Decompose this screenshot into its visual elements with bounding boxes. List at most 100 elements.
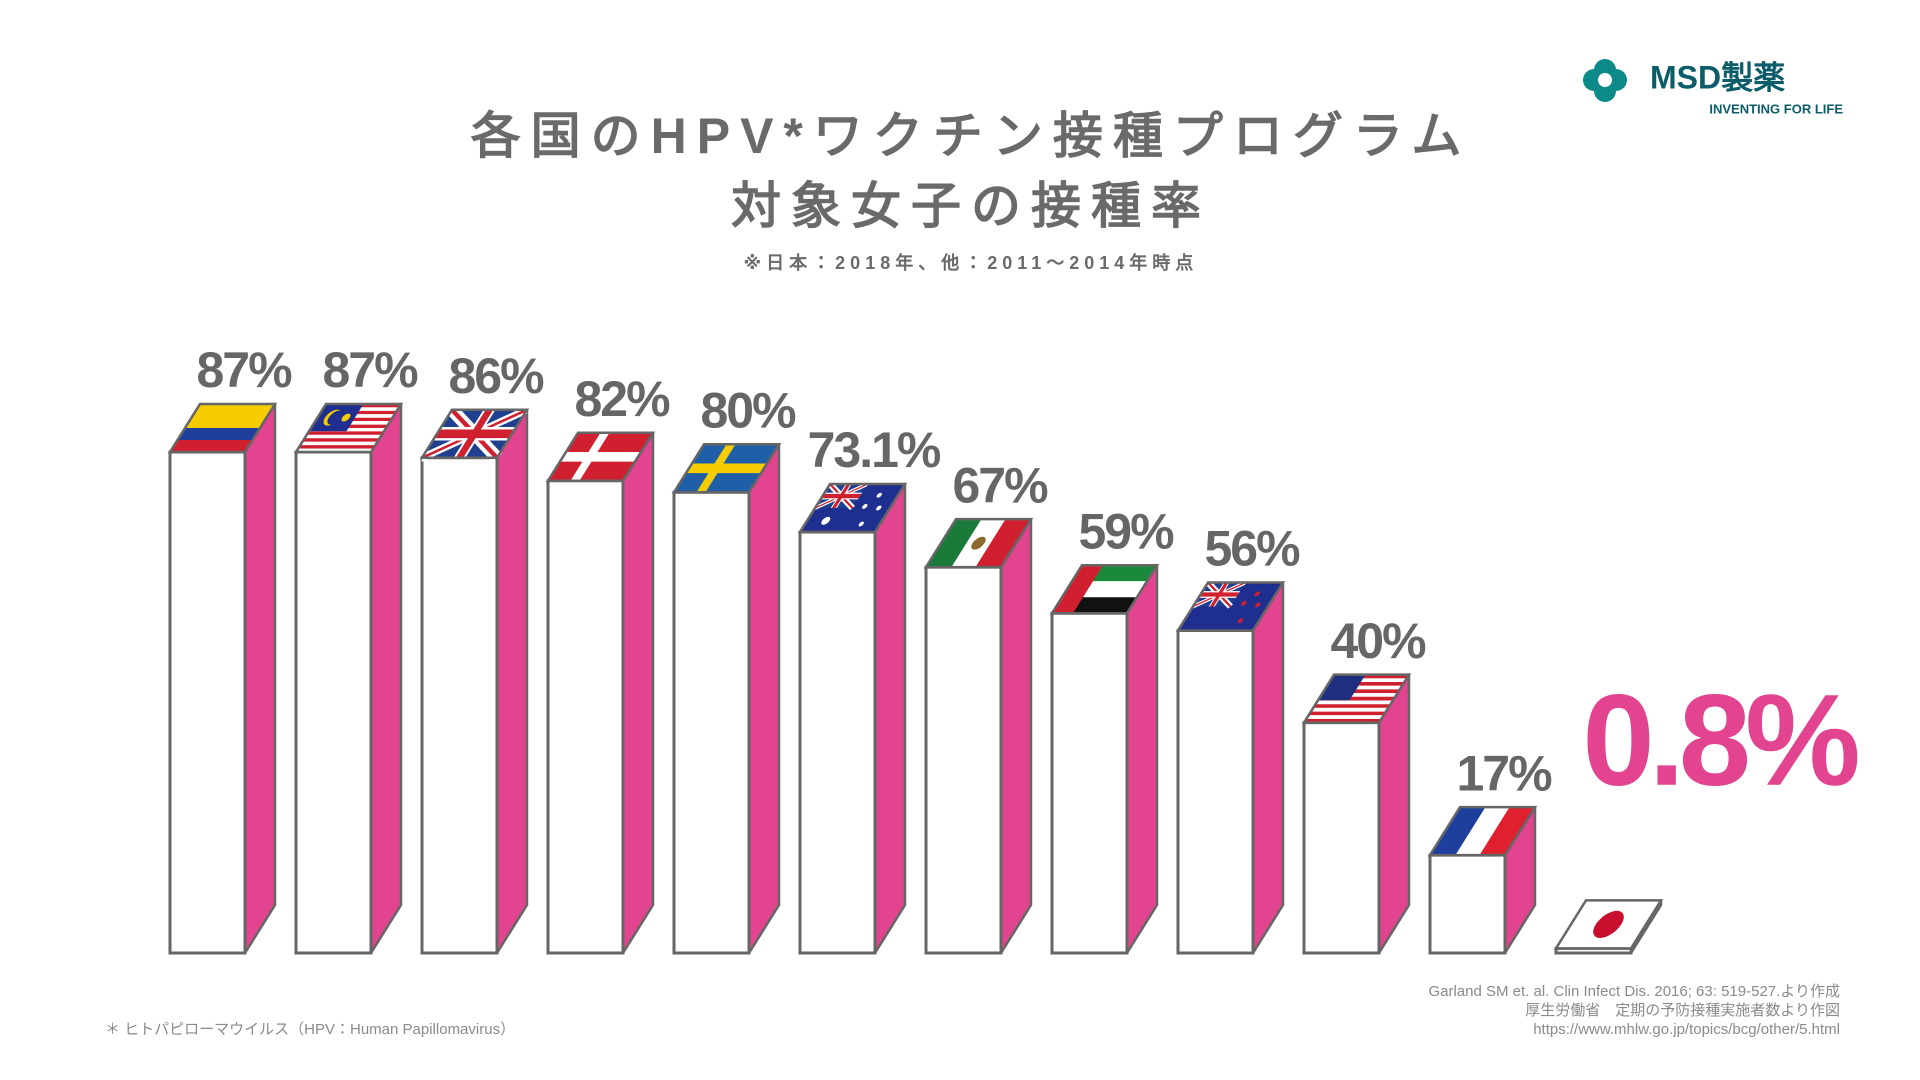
flag-outline xyxy=(296,404,401,452)
bar xyxy=(1050,611,1129,955)
bar-side xyxy=(495,408,529,955)
flag-part xyxy=(434,429,515,439)
value-label: 17% xyxy=(1456,745,1552,801)
flag-part xyxy=(1306,715,1384,719)
logo-icon xyxy=(1583,69,1605,91)
flag-part xyxy=(170,440,253,453)
bar-side xyxy=(873,482,907,955)
flag xyxy=(674,444,779,492)
logo-tagline: INVENTING FOR LIFE xyxy=(1709,101,1843,116)
flag-part xyxy=(876,492,882,498)
flag-outline xyxy=(674,444,779,492)
flag-part xyxy=(1593,910,1624,938)
flag-outline xyxy=(926,519,1031,567)
bar xyxy=(294,450,373,955)
plot-area: 87% 87% 86% 82% 80%73.1%67% 59% 56% 40% 17% 0.8% xyxy=(168,342,1864,955)
flag-part xyxy=(1237,618,1243,624)
value-label: 56% xyxy=(1204,521,1300,577)
flag-part xyxy=(1318,674,1366,701)
flag-part xyxy=(1254,591,1260,597)
value-label: 80% xyxy=(700,383,796,439)
source: 厚生労働省 定期の予防接種実施者数より作図 xyxy=(1525,1002,1840,1019)
value-label: 73.1% xyxy=(808,422,941,478)
flag-part xyxy=(975,519,1031,568)
value-label: 40% xyxy=(1330,613,1426,669)
flag-outline xyxy=(1052,565,1157,613)
flag-part xyxy=(1310,707,1389,712)
flag-outline xyxy=(1430,807,1535,855)
value-label: 87% xyxy=(322,342,418,398)
flag-part xyxy=(306,431,384,435)
bar-side xyxy=(1125,563,1159,955)
flag-part xyxy=(304,434,382,439)
value-label: 87% xyxy=(196,342,292,398)
flag xyxy=(1052,565,1157,613)
bar xyxy=(1302,721,1381,955)
source: Garland SM et. al. Clin Infect Dis. 2016… xyxy=(1428,983,1840,1000)
flag-part xyxy=(327,410,344,425)
flag-part xyxy=(971,536,986,550)
flag-part xyxy=(341,413,351,422)
flag xyxy=(800,481,905,532)
flag-part xyxy=(1308,711,1386,716)
value-label: 86% xyxy=(448,348,544,404)
flag-part xyxy=(821,516,831,525)
flag xyxy=(1304,675,1409,723)
bar xyxy=(420,456,499,955)
bar-side xyxy=(747,443,781,955)
flag-part xyxy=(298,445,376,449)
flag-part xyxy=(1313,704,1391,708)
bar-side xyxy=(999,517,1033,955)
logo-icon xyxy=(1605,69,1627,91)
flag-part xyxy=(185,404,275,429)
flag-part xyxy=(1455,807,1510,856)
flag-outline xyxy=(1178,583,1283,631)
bar xyxy=(1428,853,1507,955)
chart-title: 対象女子の接種率 xyxy=(731,178,1211,234)
bar xyxy=(924,565,1003,955)
logo-icon xyxy=(1598,73,1612,87)
flag-outline xyxy=(170,404,275,452)
logo-name: MSD製薬 xyxy=(1650,59,1785,95)
flag-part xyxy=(1199,592,1240,597)
flag xyxy=(548,433,653,481)
flag xyxy=(170,404,275,452)
flag-outline xyxy=(800,484,905,532)
logo: MSD製薬 INVENTING FOR LIFE xyxy=(1583,59,1843,116)
flag-part xyxy=(926,519,982,568)
flag-part xyxy=(1315,700,1393,705)
chart-subtitle: ※日本：2018年、他：2011～2014年時点 xyxy=(744,252,1199,273)
flag xyxy=(1556,900,1661,948)
flag-part xyxy=(1052,565,1103,614)
flag-outline xyxy=(422,410,527,458)
value-label: 59% xyxy=(1078,503,1174,559)
flag-part xyxy=(560,451,641,462)
footnote: ＊ ヒトパピローマウイルス（HPV：Human Papillomavirus） xyxy=(105,1021,515,1038)
bar-side xyxy=(1251,581,1285,955)
bar xyxy=(672,490,751,955)
bar-side xyxy=(369,402,403,955)
bar xyxy=(798,530,877,955)
bar-side xyxy=(621,431,655,955)
flag-part xyxy=(1479,807,1535,856)
flag-part xyxy=(302,438,380,442)
flag-part xyxy=(1241,600,1247,606)
flag-outline xyxy=(548,433,653,481)
value-label: 0.8% xyxy=(1582,667,1858,813)
flag-part xyxy=(300,441,378,446)
bar xyxy=(168,450,247,955)
flag-outline xyxy=(1304,675,1409,723)
flag-part xyxy=(177,428,260,441)
source: https://www.mhlw.go.jp/topics/bcg/other/… xyxy=(1533,1021,1840,1038)
bar xyxy=(546,479,625,955)
bar xyxy=(1176,629,1255,955)
value-label: 82% xyxy=(574,371,670,427)
flag-outline xyxy=(1556,900,1661,948)
flag-part xyxy=(858,521,864,527)
flag-part xyxy=(862,504,868,509)
flag xyxy=(422,405,527,462)
flag-part xyxy=(686,463,767,474)
flag xyxy=(1178,580,1283,631)
flag-part xyxy=(1255,602,1261,608)
